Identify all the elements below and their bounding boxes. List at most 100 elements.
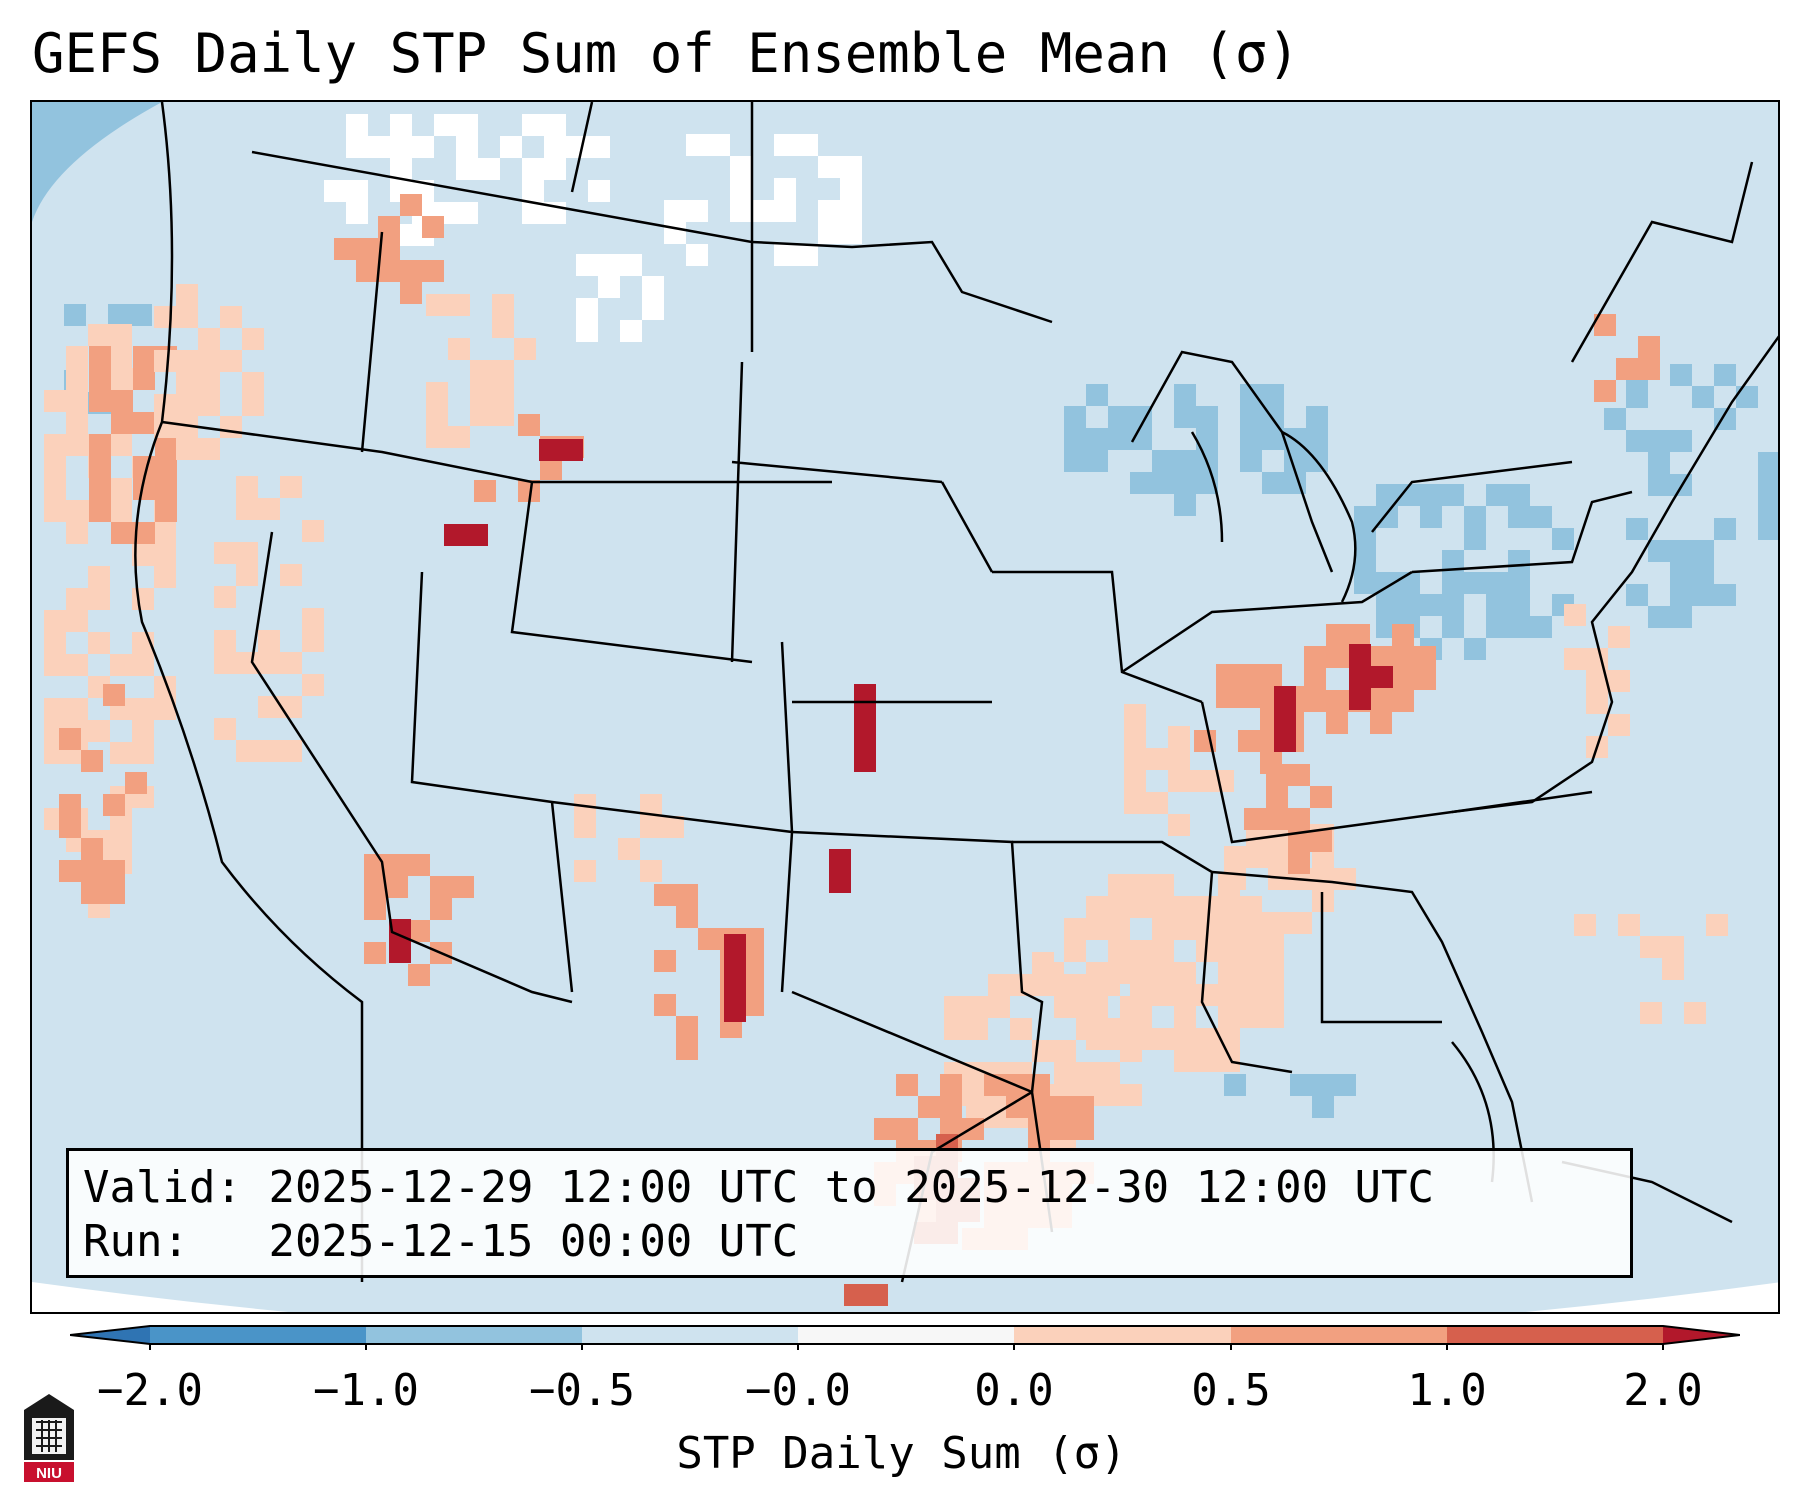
darkred-cell: [724, 934, 746, 956]
peach-cell: [66, 434, 88, 456]
darkred-cell: [561, 439, 583, 461]
white-cell: [774, 244, 796, 266]
salmon-cell: [1050, 1118, 1072, 1140]
darkred-cell: [854, 750, 876, 772]
peach-cell: [280, 564, 302, 586]
salmon-cell: [540, 458, 562, 480]
blue-cell: [1508, 572, 1530, 594]
valid-run-info-box: Valid: 2025-12-29 12:00 UTC to 2025-12-3…: [66, 1148, 1633, 1278]
peach-cell: [1064, 918, 1086, 940]
peach-cell: [132, 588, 154, 610]
white-cell: [390, 136, 412, 158]
blue-cell: [1508, 506, 1530, 528]
blue-cell: [1670, 562, 1692, 584]
blue-cell: [1442, 616, 1464, 638]
peach-cell: [66, 654, 88, 676]
peach-cell: [640, 860, 662, 882]
peach-cell: [1124, 704, 1146, 726]
peach-cell: [1196, 896, 1218, 918]
salmon-cell: [89, 434, 111, 456]
peach-cell: [470, 382, 492, 404]
peach-cell: [1064, 940, 1086, 962]
blue-cell: [1398, 572, 1420, 594]
white-cell: [840, 156, 862, 178]
peach-cell: [258, 696, 280, 718]
salmon-cell: [1238, 664, 1260, 686]
blue-cell: [1758, 474, 1778, 496]
salmon-cell: [103, 794, 125, 816]
peach-cell: [988, 1106, 1010, 1128]
peach-cell: [214, 586, 236, 608]
peach-cell: [1108, 896, 1130, 918]
blue-cell: [1464, 506, 1486, 528]
white-cell: [346, 202, 368, 224]
white-cell: [522, 114, 544, 136]
white-cell: [686, 200, 708, 222]
white-cell: [620, 320, 642, 342]
salmon-cell: [364, 898, 386, 920]
colorbar-tick-label: −0.5: [529, 1365, 635, 1416]
blue-cell: [1670, 540, 1692, 562]
peach-cell: [574, 860, 596, 882]
salmon-cell: [1392, 668, 1414, 690]
peach-cell: [1054, 996, 1076, 1018]
peach-cell: [1190, 770, 1212, 792]
peach-cell: [1098, 1018, 1120, 1040]
salmon-cell: [422, 260, 444, 282]
salmon-cell: [1392, 646, 1414, 668]
salmon-cell: [1370, 690, 1392, 712]
peach-cell: [176, 350, 198, 372]
blue-cell: [1670, 364, 1692, 386]
peach-cell: [154, 566, 176, 588]
peach-cell: [426, 426, 448, 448]
salmon-cell: [1304, 646, 1326, 668]
white-cell: [324, 180, 346, 202]
salmon-cell: [1310, 786, 1332, 808]
blue-cell: [130, 304, 152, 326]
salmon-cell: [474, 480, 496, 502]
darkred-cell: [1371, 666, 1393, 688]
salmon-cell: [408, 920, 430, 942]
salmon-cell: [518, 480, 540, 502]
blue-cell: [1714, 364, 1736, 386]
blue-cell: [1442, 594, 1464, 616]
blue-cell: [1174, 450, 1196, 472]
salmon-cell: [89, 346, 111, 368]
darkred-cell: [829, 849, 851, 871]
blue-cell: [1376, 594, 1398, 616]
salmon-cell: [81, 838, 103, 860]
darkred-cell: [724, 956, 746, 978]
salmon-cell: [742, 972, 764, 994]
peach-cell: [1240, 984, 1262, 1006]
salmon-cell: [1072, 1118, 1094, 1140]
white-cell: [818, 222, 840, 244]
salmon-cell: [698, 928, 720, 950]
blue-cell: [1152, 472, 1174, 494]
salmon-cell: [1326, 624, 1348, 646]
blue-cell: [1758, 518, 1778, 540]
colorbar-tick-label: −0.0: [745, 1365, 851, 1416]
colorbar-extend-low: [70, 1326, 150, 1344]
salmon-cell: [133, 522, 155, 544]
peach-cell: [110, 654, 132, 676]
peach-cell: [176, 416, 198, 438]
peach-cell: [1218, 962, 1240, 984]
blue-cell: [1174, 406, 1196, 428]
peach-cell: [1174, 962, 1196, 984]
salmon-cell: [378, 238, 400, 260]
blue-cell: [1442, 550, 1464, 572]
blue-cell: [1420, 594, 1442, 616]
white-cell: [522, 202, 544, 224]
white-cell: [730, 156, 752, 178]
boundary-line: [1411, 490, 1633, 574]
peach-cell: [1262, 1006, 1284, 1028]
blue-cell: [1376, 484, 1398, 506]
peach-cell: [236, 476, 258, 498]
peach-cell: [302, 608, 324, 630]
peach-cell: [1212, 770, 1234, 792]
darkred-cell: [854, 728, 876, 750]
salmon-cell: [676, 1016, 698, 1038]
peach-cell: [88, 720, 110, 742]
peach-cell: [198, 394, 220, 416]
white-cell: [346, 114, 368, 136]
